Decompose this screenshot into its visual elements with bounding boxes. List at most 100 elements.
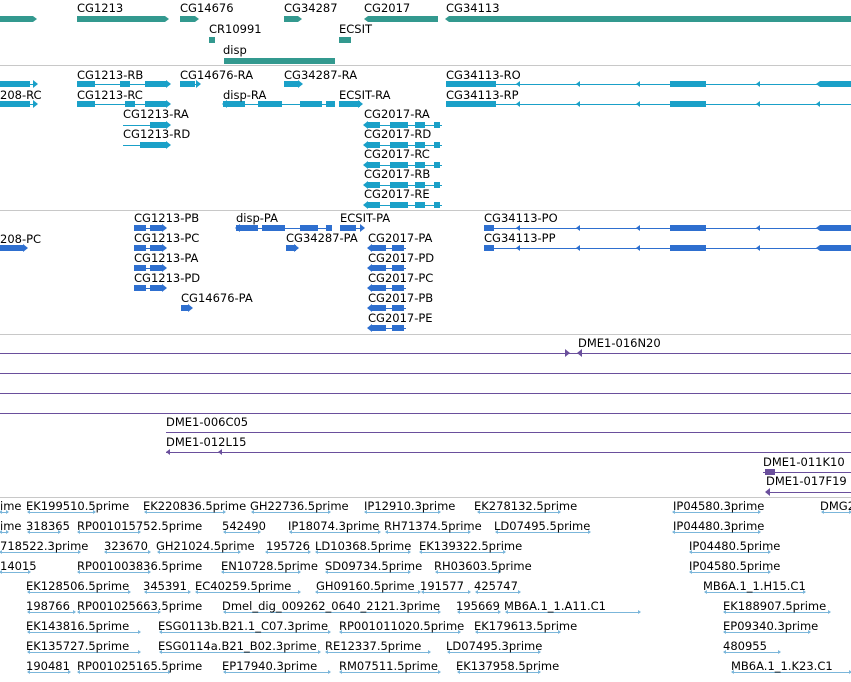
est-glyph[interactable]: [73, 610, 76, 614]
est-glyph[interactable]: [328, 510, 331, 514]
est-glyph[interactable]: [168, 670, 171, 674]
est-glyph[interactable]: [298, 570, 301, 574]
protein-glyph[interactable]: [162, 284, 167, 292]
est-glyph[interactable]: [128, 590, 131, 594]
protein-glyph[interactable]: [286, 245, 296, 251]
transcript-glyph[interactable]: [166, 80, 171, 88]
est-glyph[interactable]: [223, 510, 226, 514]
protein-glyph[interactable]: [816, 225, 820, 231]
est-glyph[interactable]: [538, 650, 541, 654]
transcript-glyph[interactable]: [415, 202, 425, 208]
est-glyph[interactable]: [328, 630, 331, 634]
est-glyph[interactable]: [477, 510, 480, 514]
clone-label[interactable]: DME1-011K10: [763, 455, 845, 469]
est-glyph[interactable]: [159, 650, 162, 654]
clone-glyph[interactable]: [765, 469, 775, 475]
protein-glyph[interactable]: [300, 225, 318, 231]
est-glyph[interactable]: [158, 610, 161, 614]
est-glyph[interactable]: [672, 510, 675, 514]
transcript-glyph[interactable]: [33, 100, 38, 108]
est-glyph[interactable]: [758, 510, 761, 514]
protein-label[interactable]: 208-PC: [0, 232, 42, 246]
protein-glyph[interactable]: [162, 224, 167, 232]
est-glyph[interactable]: [27, 610, 30, 614]
protein-label[interactable]: CG34287-PA: [286, 231, 358, 245]
protein-label[interactable]: CG2017-PE: [368, 311, 433, 325]
protein-glyph[interactable]: [360, 224, 365, 232]
est-glyph[interactable]: [689, 550, 692, 554]
est-label[interactable]: RP001025165.5prime: [77, 659, 203, 673]
gene-label[interactable]: CG1213: [77, 1, 124, 15]
gene-label[interactable]: ECSIT: [339, 22, 373, 36]
transcript-glyph[interactable]: [150, 122, 166, 128]
est-glyph[interactable]: [223, 610, 226, 614]
clone-label[interactable]: DME1-016N20: [578, 336, 661, 350]
protein-glyph[interactable]: [367, 264, 372, 272]
transcript-glyph[interactable]: [298, 80, 303, 88]
est-glyph[interactable]: [0, 570, 2, 574]
est-glyph[interactable]: [723, 630, 726, 634]
transcript-glyph[interactable]: [576, 81, 580, 87]
est-glyph[interactable]: [672, 530, 675, 534]
clone-glyph[interactable]: [218, 449, 222, 455]
est-label[interactable]: IP12910.3prime: [364, 499, 456, 513]
est-glyph[interactable]: [223, 670, 226, 674]
transcript-glyph[interactable]: [368, 202, 380, 208]
est-glyph[interactable]: [238, 550, 241, 554]
est-label[interactable]: 195669: [456, 599, 500, 613]
est-glyph[interactable]: [588, 530, 591, 534]
protein-glyph[interactable]: [516, 245, 520, 251]
est-glyph[interactable]: [325, 570, 328, 574]
protein-label[interactable]: ECSIT-PA: [340, 211, 391, 225]
transcript-glyph[interactable]: [368, 162, 380, 168]
est-glyph[interactable]: [778, 650, 781, 654]
est-label[interactable]: ime: [0, 499, 22, 513]
transcript-glyph[interactable]: [516, 81, 520, 87]
est-label[interactable]: 480955: [723, 639, 767, 653]
protein-label[interactable]: CG1213-PC: [134, 231, 200, 245]
est-glyph[interactable]: [195, 590, 198, 594]
transcript-label[interactable]: CG1213-RC: [77, 88, 143, 102]
transcript-glyph[interactable]: [166, 141, 171, 149]
protein-label[interactable]: CG2017-PB: [368, 291, 434, 305]
est-label[interactable]: RM07511.5prime: [339, 659, 438, 673]
est-glyph[interactable]: [723, 610, 726, 614]
est-glyph[interactable]: [77, 610, 80, 614]
est-glyph[interactable]: [421, 590, 424, 594]
transcript-glyph[interactable]: [670, 101, 706, 107]
est-glyph[interactable]: [808, 630, 811, 634]
protein-glyph[interactable]: [484, 245, 494, 251]
est-glyph[interactable]: [325, 650, 328, 654]
transcript-glyph[interactable]: [415, 122, 425, 128]
transcript-glyph[interactable]: [77, 101, 95, 107]
est-label[interactable]: RH71374.5prime: [384, 519, 482, 533]
clone-glyph[interactable]: [166, 449, 170, 455]
est-label[interactable]: LD07495.3prime: [446, 639, 543, 653]
transcript-glyph[interactable]: [368, 142, 380, 148]
est-label[interactable]: EC40259.5prime: [195, 579, 292, 593]
est-label[interactable]: RP001015752.5prime: [77, 519, 203, 533]
transcript-label[interactable]: CG1213-RB: [77, 68, 144, 82]
transcript-glyph[interactable]: [820, 81, 851, 87]
est-glyph[interactable]: [704, 590, 707, 594]
transcript-glyph[interactable]: [145, 101, 166, 107]
transcript-label[interactable]: CG2017-RD: [364, 127, 432, 141]
transcript-glyph[interactable]: [300, 101, 322, 107]
est-label[interactable]: MB6A.1_1.H15.C1: [703, 579, 806, 593]
est-glyph[interactable]: [558, 630, 561, 634]
est-glyph[interactable]: [638, 610, 641, 614]
est-glyph[interactable]: [447, 650, 450, 654]
est-label[interactable]: IP04480.5prime: [689, 539, 781, 553]
transcript-glyph[interactable]: [576, 101, 580, 107]
est-label[interactable]: GH09160.5prime: [316, 579, 415, 593]
transcript-glyph[interactable]: [222, 100, 227, 108]
est-glyph[interactable]: [475, 590, 478, 594]
transcript-glyph[interactable]: [390, 182, 408, 188]
protein-glyph[interactable]: [162, 244, 167, 252]
est-glyph[interactable]: [435, 570, 438, 574]
est-glyph[interactable]: [558, 510, 561, 514]
transcript-glyph[interactable]: [363, 121, 368, 129]
est-label[interactable]: ESG0114a.B21_B02.3prime: [158, 639, 317, 653]
transcript-glyph[interactable]: [145, 81, 166, 87]
transcript-label[interactable]: CG1213-RA: [123, 107, 189, 121]
